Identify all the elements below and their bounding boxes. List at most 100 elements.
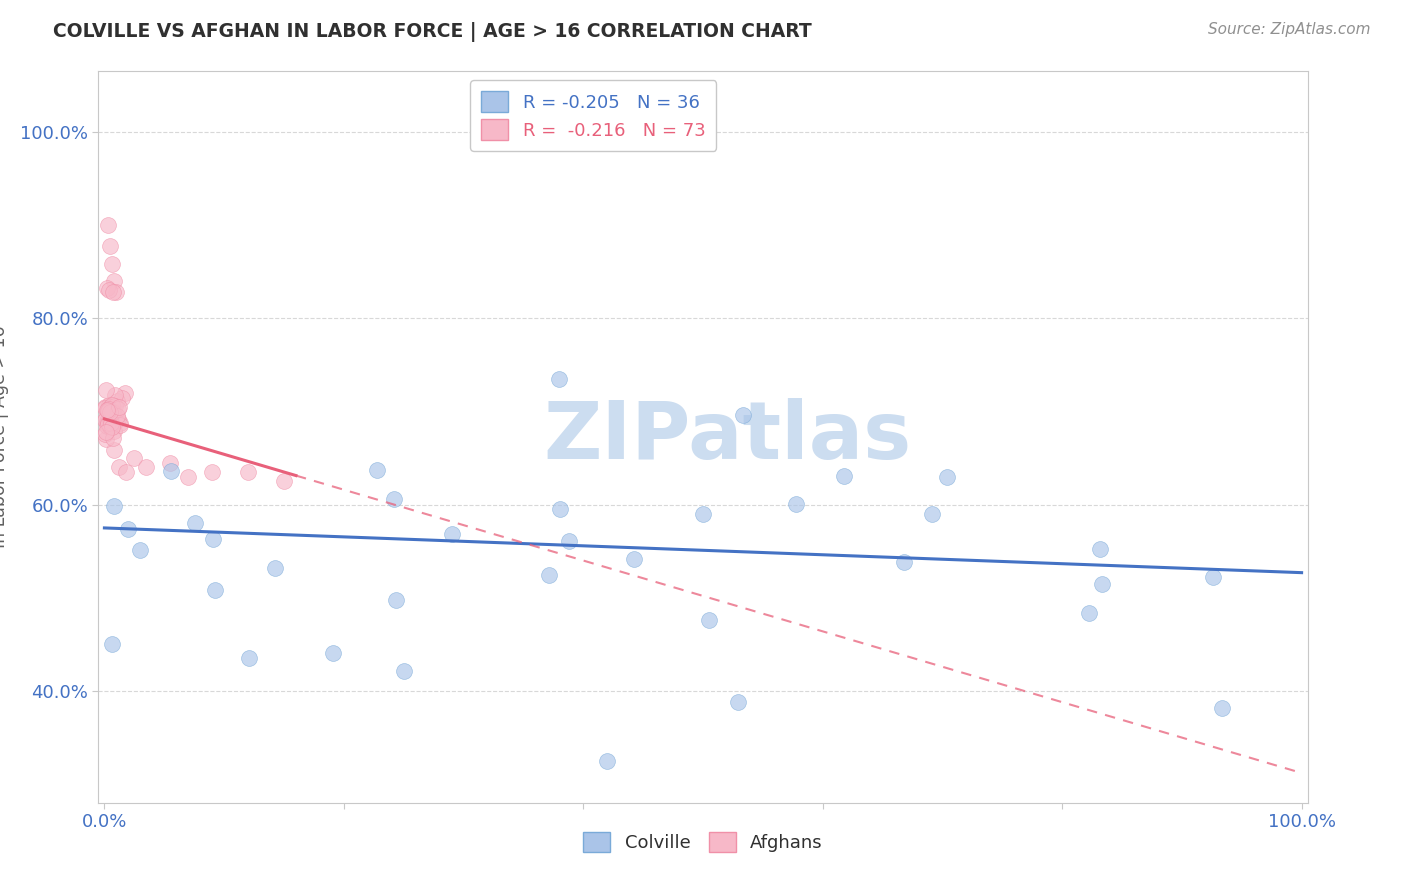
Point (101, 637, 124, 651)
Point (101, 405, 124, 419)
Point (96, 402, 118, 417)
Point (100, 402, 122, 417)
Point (94, 400, 117, 414)
Point (103, 431, 125, 445)
Point (785, 497, 807, 511)
Point (103, 442, 125, 457)
Point (103, 424, 125, 438)
Point (105, 409, 128, 423)
Point (727, 695, 749, 709)
Point (105, 393, 128, 408)
Point (832, 468, 855, 483)
Point (394, 664, 416, 678)
Point (160, 464, 183, 478)
Point (96, 425, 118, 439)
Point (273, 475, 295, 489)
Point (100, 257, 122, 271)
Point (96, 416, 118, 430)
Point (129, 542, 152, 557)
Point (110, 391, 132, 405)
Point (936, 470, 959, 484)
Point (96, 416, 118, 430)
Point (94, 413, 117, 427)
Point (558, 534, 581, 549)
Point (100, 409, 122, 424)
Point (100, 420, 122, 434)
Point (159, 456, 181, 470)
Point (692, 507, 714, 521)
Point (98, 400, 121, 414)
Point (97, 417, 120, 432)
Point (623, 551, 645, 566)
Point (100, 238, 122, 252)
Point (100, 417, 122, 431)
Point (1211, 701, 1233, 715)
Point (733, 409, 755, 423)
Point (201, 465, 224, 479)
Point (103, 274, 125, 288)
Point (104, 399, 127, 413)
Point (97, 402, 120, 417)
Point (105, 285, 128, 300)
Legend: Colville, Afghans: Colville, Afghans (576, 824, 830, 860)
Point (107, 460, 129, 475)
Point (104, 387, 127, 401)
Point (382, 492, 405, 507)
Y-axis label: In Labor Force | Age > 16: In Labor Force | Age > 16 (0, 326, 8, 549)
Point (596, 754, 619, 768)
Point (921, 507, 943, 521)
Point (1090, 542, 1112, 557)
Point (97, 403, 120, 417)
Text: COLVILLE VS AFGHAN IN LABOR FORCE | AGE > 16 CORRELATION CHART: COLVILLE VS AFGHAN IN LABOR FORCE | AGE … (53, 22, 813, 42)
Point (101, 398, 124, 412)
Point (94, 401, 117, 416)
Point (97, 402, 120, 417)
Point (100, 417, 122, 431)
Point (97, 412, 120, 426)
Point (108, 416, 131, 430)
Point (1201, 570, 1223, 584)
Point (440, 526, 463, 541)
Point (107, 402, 129, 417)
Point (101, 405, 124, 419)
Point (101, 398, 124, 412)
Point (893, 555, 915, 569)
Point (108, 400, 131, 414)
Point (96, 432, 118, 446)
Point (94, 426, 117, 441)
Point (114, 385, 136, 400)
Point (322, 646, 344, 660)
Point (100, 407, 122, 421)
Point (183, 516, 205, 530)
Point (537, 568, 560, 582)
Point (98, 418, 121, 433)
Text: Source: ZipAtlas.com: Source: ZipAtlas.com (1208, 22, 1371, 37)
Point (238, 651, 260, 665)
Point (101, 285, 124, 300)
Point (548, 502, 571, 516)
Point (177, 469, 200, 483)
Point (96, 418, 118, 433)
Point (135, 460, 157, 475)
Point (100, 420, 122, 434)
Point (97, 218, 120, 232)
Point (96, 414, 118, 428)
Point (97, 404, 120, 418)
Point (115, 465, 138, 479)
Point (697, 613, 720, 627)
Text: ZIPatlas: ZIPatlas (543, 398, 911, 476)
Point (236, 465, 259, 479)
Point (107, 412, 129, 426)
Point (98, 413, 121, 427)
Point (94, 410, 117, 425)
Point (98, 419, 121, 434)
Point (96, 383, 118, 397)
Point (96, 281, 118, 295)
Point (1091, 577, 1114, 591)
Point (124, 451, 146, 466)
Point (366, 463, 388, 477)
Point (98, 283, 121, 297)
Point (103, 499, 125, 513)
Point (98, 405, 121, 419)
Point (98, 419, 121, 434)
